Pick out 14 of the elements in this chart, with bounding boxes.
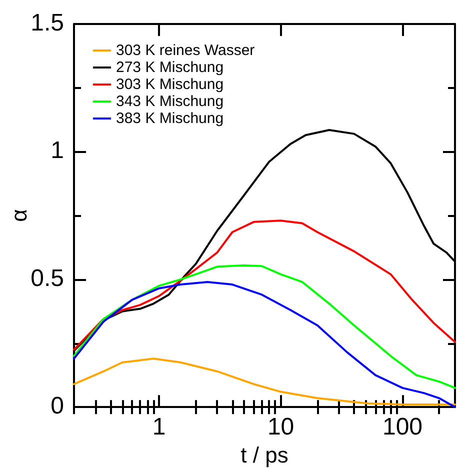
y-tick-label: 1: [50, 137, 64, 164]
x-axis-title: t / ps: [240, 442, 288, 468]
legend-label: 303 K Mischung: [116, 76, 224, 93]
y-tick-label: 0: [50, 392, 64, 420]
x-tick-label: 1: [152, 414, 166, 441]
legend-label: 343 K Mischung: [116, 93, 224, 110]
x-tick-label: 10: [267, 414, 294, 441]
x-tick-label: 100: [382, 414, 423, 441]
y-tick-label: 1.5: [30, 10, 64, 36]
y-axis-title: α: [6, 208, 32, 222]
y-tick-label: 0.5: [30, 264, 64, 292]
legend-label: 273 K Mischung: [116, 59, 224, 76]
legend-label: 303 K reines Wasser: [116, 42, 255, 59]
legend-label: 383 K Mischung: [116, 110, 224, 127]
